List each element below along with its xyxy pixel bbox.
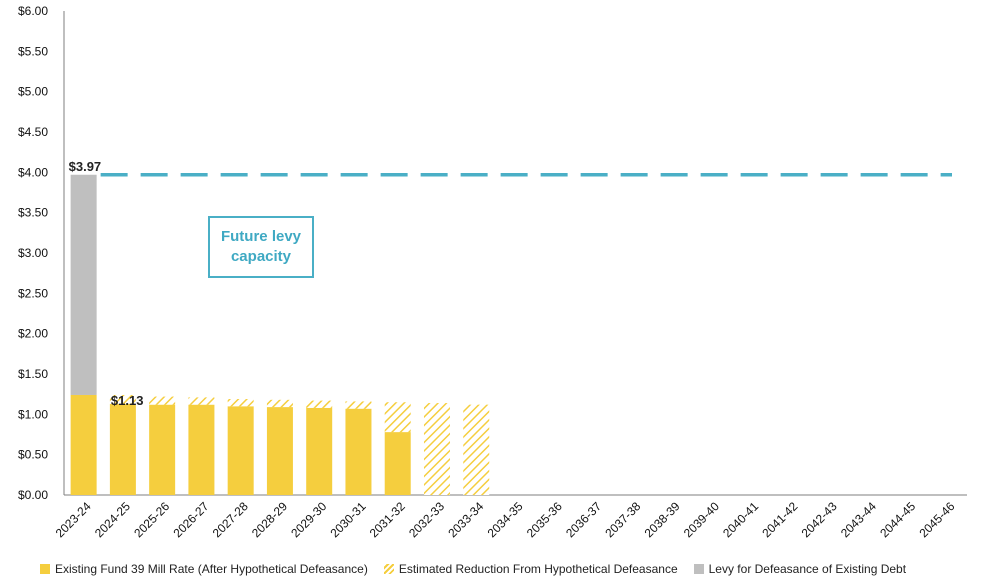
x-tick-label: 2036-37 [563,499,604,540]
y-tick-label: $5.00 [18,85,48,99]
legend-item-estimated-reduction: Estimated Reduction From Hypothetical De… [383,562,678,576]
x-tick-label: 2041-42 [759,499,800,540]
x-tick-label: 2042-43 [799,499,840,540]
bar-segment-existing-fund [227,406,254,495]
x-tick-label: 2024-25 [92,499,133,540]
x-tick-label: 2029-30 [288,499,329,540]
bar-segment-existing-fund [306,407,333,495]
legend-item-defeasance-levy: Levy for Defeasance of Existing Debt [693,562,907,576]
bar-segment-estimated-reduction [306,400,333,408]
bar-segment-estimated-reduction [463,404,490,495]
x-tick-label: 2040-41 [720,499,761,540]
future-levy-capacity-callout: Future levy capacity [208,216,314,278]
legend: Existing Fund 39 Mill Rate (After Hypoth… [40,560,906,578]
x-tick-label: 2032-33 [406,499,447,540]
bar-segment-estimated-reduction [109,394,136,404]
x-tick-label: 2030-31 [328,499,369,540]
y-tick-label: $6.00 [18,4,48,18]
y-tick-label: $4.00 [18,165,48,179]
legend-item-existing-fund: Existing Fund 39 Mill Rate (After Hypoth… [40,562,368,576]
y-tick-label: $1.50 [18,367,48,381]
y-tick-label: $0.50 [18,448,48,462]
x-tick-label: 2044-45 [877,499,918,540]
x-tick-label: 2038-39 [642,499,683,540]
x-tick-label: 2037-38 [602,499,643,540]
y-tick-label: $3.50 [18,206,48,220]
x-tick-label: 2035-36 [524,499,565,540]
bar-segment-existing-fund [188,404,215,495]
y-tick-label: $3.00 [18,246,48,260]
callout-line-2: capacity [230,248,292,265]
bar-segment-estimated-reduction [149,396,176,405]
x-tick-label: 2043-44 [838,499,879,540]
bar-segment-estimated-reduction [423,403,450,495]
bar-segment-estimated-reduction [384,402,411,433]
annotations: $3.97 $1.13 [69,159,144,408]
bar-segment-existing-fund [70,394,97,495]
x-tick-label: 2039-40 [681,499,722,540]
legend-swatch-hatched-yellow [383,564,394,574]
y-tick-label: $2.00 [18,327,48,341]
x-tick-label: 2025-26 [131,499,172,540]
legend-swatch-gray [693,564,704,574]
bar-segment-defeasance-levy [70,174,97,395]
y-tick-label: $2.50 [18,286,48,300]
x-tick-label: 2031-32 [367,499,408,540]
x-tick-labels: 2023-242024-252025-262026-272027-282028-… [53,499,958,540]
data-label: $1.13 [111,393,144,408]
bar-segment-existing-fund [109,403,136,495]
x-tick-label: 2045-46 [916,499,957,540]
legend-label-existing-fund: Existing Fund 39 Mill Rate (After Hypoth… [55,562,368,576]
legend-label-defeasance-levy: Levy for Defeasance of Existing Debt [708,562,907,576]
legend-label-estimated-reduction: Estimated Reduction From Hypothetical De… [398,562,678,576]
x-tick-label: 2028-29 [249,499,290,540]
x-tick-label: 2034-35 [485,499,526,540]
bars [70,174,490,495]
data-label: $3.97 [69,159,102,174]
x-tick-label: 2027-28 [210,499,251,540]
y-tick-label: $1.00 [18,407,48,421]
x-tick-label: 2023-24 [53,499,94,540]
x-tick-label: 2033-34 [445,499,486,540]
axes [63,11,967,496]
callout-line-1: Future levy [220,228,302,245]
y-tick-label: $4.50 [18,125,48,139]
bar-segment-existing-fund [345,408,372,495]
y-tick-labels: $0.00 $0.50 $1.00 $1.50 $2.00 $2.50 $3.00 $3.50… [18,4,48,502]
y-tick-label: $0.00 [18,488,48,502]
bar-segment-estimated-reduction [188,397,215,405]
x-tick-label: 2026-27 [170,499,211,540]
bar-segment-estimated-reduction [227,399,254,407]
bar-segment-estimated-reduction [345,401,372,409]
bar-segment-existing-fund [149,404,176,495]
legend-swatch-solid-yellow [40,564,50,574]
bar-segment-estimated-reduction [266,399,293,408]
bar-segment-existing-fund [266,407,293,495]
bar-segment-existing-fund [384,432,411,495]
y-tick-label: $5.50 [18,44,48,58]
